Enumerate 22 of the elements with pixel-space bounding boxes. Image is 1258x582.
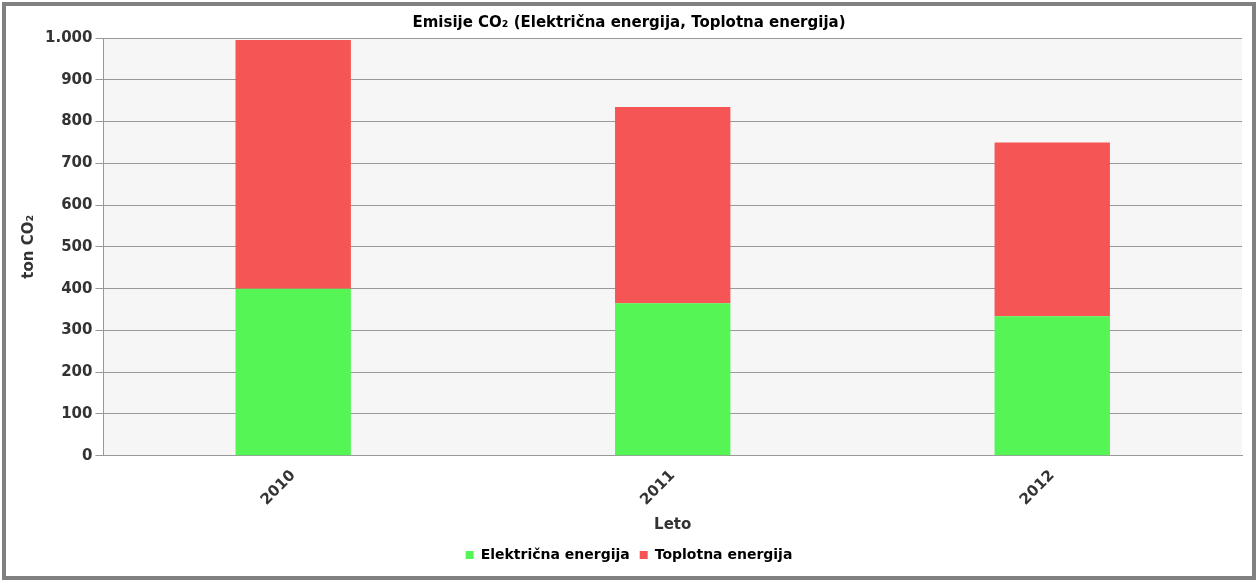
y-tick-label: 600 xyxy=(61,194,93,213)
y-tick-label: 0 xyxy=(82,445,93,464)
y-tick-label: 700 xyxy=(61,153,93,172)
bar xyxy=(235,40,351,289)
y-tick-label: 100 xyxy=(61,403,93,422)
bar xyxy=(615,106,731,304)
y-tick-label: 200 xyxy=(61,362,93,381)
legend-label: Električna energija xyxy=(480,545,630,562)
y-tick-label: 900 xyxy=(61,69,93,88)
bar xyxy=(994,142,1110,317)
chart-title: Emisije CO₂ (Električna energija, Toplotna energija) xyxy=(412,12,846,31)
y-tick-label: 500 xyxy=(61,236,93,255)
bar xyxy=(615,303,731,456)
bar xyxy=(994,316,1110,456)
bar xyxy=(235,288,351,456)
y-tick-label: 1.000 xyxy=(44,27,93,46)
y-tick-label: 800 xyxy=(61,111,93,130)
y-tick-label: 300 xyxy=(61,320,93,339)
x-axis-title: Leto xyxy=(654,514,692,533)
y-tick-label: 400 xyxy=(61,278,93,297)
legend-label: Toplotna energija xyxy=(654,545,793,562)
y-axis-title: ton CO₂ xyxy=(18,215,37,279)
